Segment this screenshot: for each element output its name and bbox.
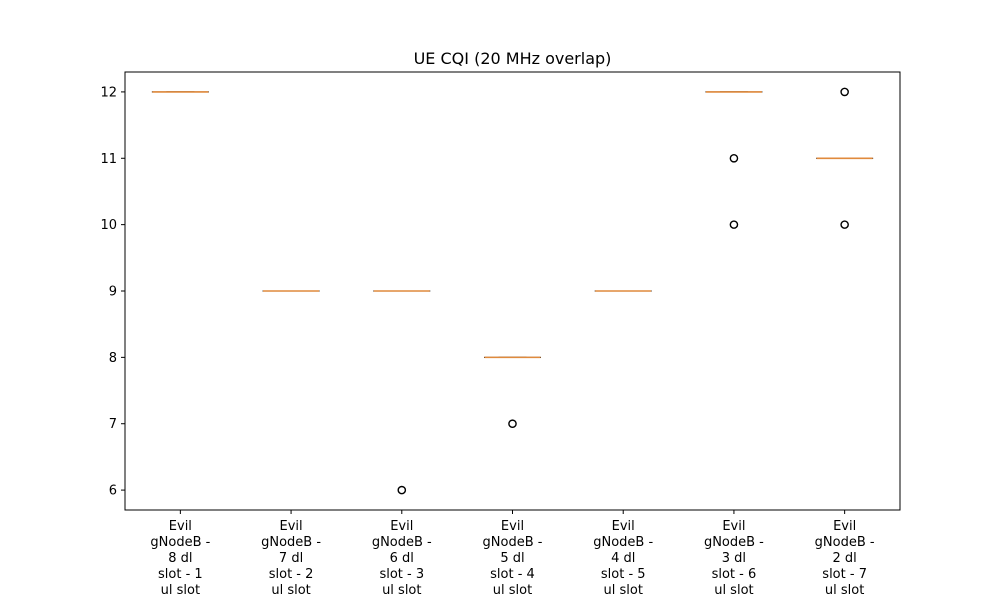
outlier-point — [729, 153, 739, 163]
x-tick-label: Evil gNodeB -3 dl slot - 6 ul slot — [704, 519, 764, 598]
box-group — [373, 290, 431, 495]
box-group — [816, 87, 874, 229]
x-tick-label: Evil gNodeB -6 dl slot - 3 ul slot — [372, 519, 432, 598]
y-tick-label: 6 — [109, 484, 117, 499]
y-tick-label: 7 — [109, 417, 117, 432]
x-tick-label: Evil gNodeB -2 dl slot - 7 ul slot — [815, 519, 875, 598]
outlier-point — [840, 87, 849, 97]
box-series — [151, 87, 874, 495]
y-tick-label: 11 — [100, 152, 117, 167]
x-tick-label: Evil gNodeB -8 dl slot - 1 ul slot — [150, 519, 210, 598]
outlier-point — [397, 485, 407, 495]
x-tick-label: Evil gNodeB -4 dl slot - 5 ul slot — [593, 519, 653, 598]
chart-title: UE CQI (20 MHz overlap) — [414, 49, 612, 68]
y-tick-label: 10 — [100, 218, 117, 233]
outlier-point — [840, 220, 849, 229]
outlier-point — [729, 220, 739, 229]
x-tick-label: Evil gNodeB -7 dl slot - 2 ul slot — [261, 519, 321, 598]
y-tick-label: 8 — [109, 351, 117, 366]
x-tick-label: Evil gNodeB -5 dl slot - 4 ul slot — [483, 519, 543, 598]
y-tick-label: 12 — [100, 85, 117, 100]
outlier-point — [508, 419, 517, 429]
box-group — [705, 91, 763, 229]
box-group — [484, 356, 541, 429]
y-tick-label: 9 — [109, 285, 117, 300]
y-axis: 6 7 8 9 10 11 12 — [100, 85, 125, 499]
x-axis: Evil gNodeB -8 dl slot - 1 ul slot Evil gNode… — [150, 510, 875, 598]
plot-area-frame — [124, 71, 901, 511]
